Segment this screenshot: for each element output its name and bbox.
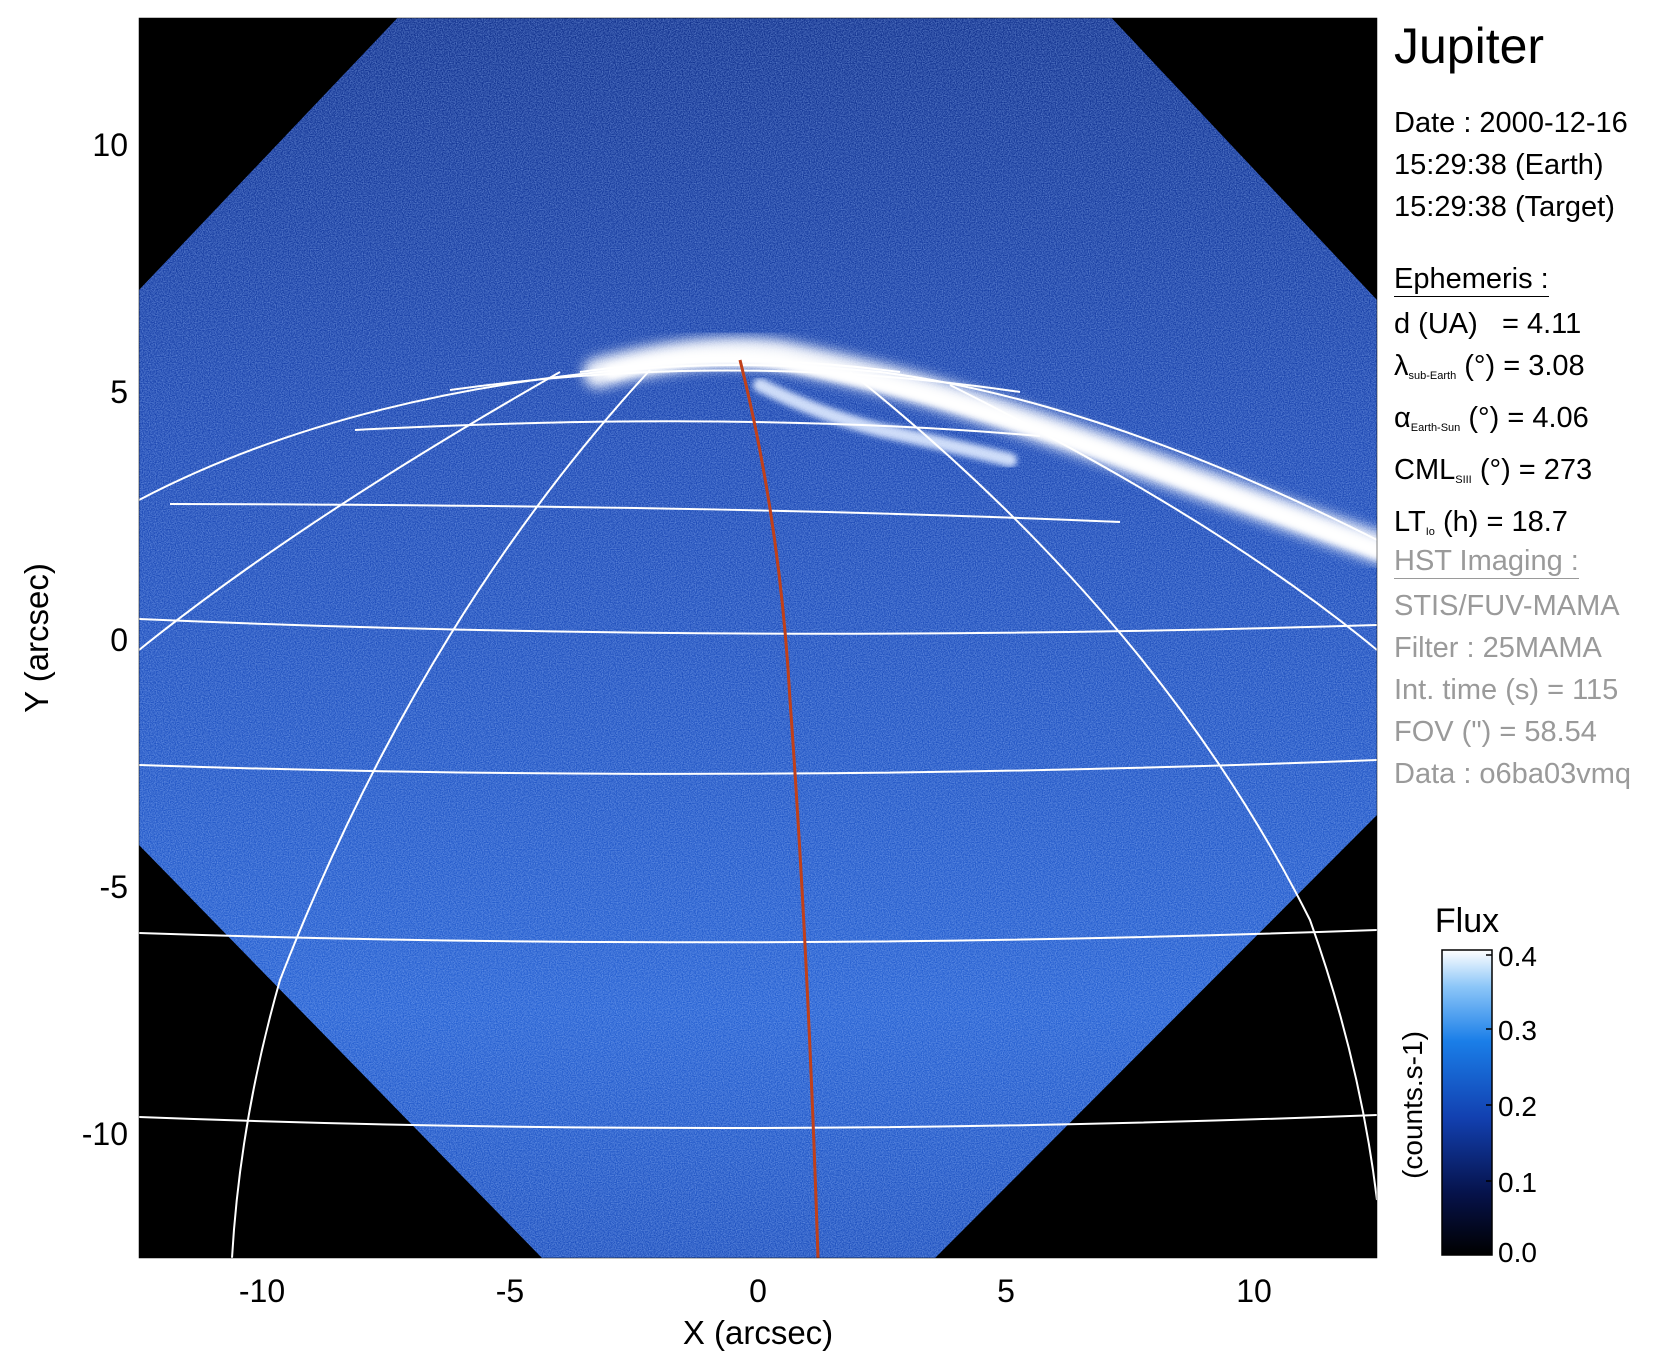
sub-earth-latitude-row: λsub-Earth (°) = 3.08 [1394, 350, 1585, 382]
latitude-line [139, 1114, 1377, 1130]
latitude-line [354, 420, 1041, 437]
longitude-line [849, 371, 1377, 1201]
latitude-line [579, 360, 901, 373]
ephemeris-block: Ephemeris : d (UA) = 4.11 λsub-Earth (°)… [1394, 258, 1592, 553]
colorbar-label: (counts.s-1) [1397, 1031, 1428, 1179]
colorbar-tick-label: 0.2 [1498, 1091, 1537, 1122]
longitude-line [139, 371, 561, 651]
y-tick-label: 5 [110, 374, 128, 410]
x-tick-label: 10 [1236, 1273, 1272, 1309]
date-text: Date : 2000-12-16 [1394, 107, 1628, 139]
colorbar-tick-label: 0.0 [1498, 1237, 1537, 1268]
colorbar-gradient [1441, 949, 1493, 1256]
x-tick-label: -5 [496, 1273, 524, 1309]
longitude-line [231, 369, 651, 1258]
latitude-line [139, 618, 1377, 635]
y-tick-labels: 10 5 0 -5 -10 [82, 127, 128, 1152]
y-tick-label: 10 [92, 127, 128, 163]
io-local-time-row: LTIo (h) = 18.7 [1394, 506, 1568, 538]
hst-block: HST Imaging : STIS/FUV-MAMA Filter : 25M… [1394, 540, 1631, 795]
aurora-emission [583, 337, 1377, 563]
x-axis-label: X (arcsec) [683, 1314, 833, 1351]
date-block: Date : 2000-12-16 15:29:38 (Earth) 15:29… [1394, 102, 1628, 228]
y-axis-label: Y (arcsec) [18, 563, 55, 713]
instrument-text: STIS/FUV-MAMA [1394, 590, 1620, 622]
colorbar-tick-label: 0.4 [1498, 941, 1537, 972]
colorbar-tick-label: 0.1 [1498, 1167, 1537, 1198]
colorbar: Flux 0.4 0.3 0.2 0.1 0.0 (counts.s-1) [1397, 902, 1537, 1268]
longitude-line [949, 384, 1377, 651]
cml-row: CMLSIII (°) = 273 [1394, 454, 1593, 486]
y-tick-label: -5 [100, 869, 128, 905]
latitude-line [169, 503, 1121, 523]
fov-text: FOV (") = 58.54 [1394, 716, 1597, 748]
earth-time-text: 15:29:38 (Earth) [1394, 149, 1604, 181]
hst-heading: HST Imaging : [1394, 545, 1579, 579]
latitude-line [139, 759, 1377, 775]
io-footprint-track [738, 359, 820, 1258]
y-tick-label: -10 [82, 1116, 128, 1152]
colorbar-title: Flux [1435, 902, 1499, 940]
target-title: Jupiter [1394, 18, 1545, 74]
ephemeris-heading: Ephemeris : [1394, 263, 1549, 297]
plot-frame [138, 17, 1378, 1259]
dataset-text: Data : o6ba03vmq [1394, 758, 1631, 790]
x-tick-label: 5 [997, 1273, 1015, 1309]
colorbar-tick-label: 0.3 [1498, 1015, 1537, 1046]
target-time-text: 15:29:38 (Target) [1394, 191, 1615, 223]
y-tick-label: 0 [110, 622, 128, 658]
distance-value: = 4.11 [1501, 308, 1582, 340]
latitude-grid [139, 360, 1377, 1130]
filter-text: Filter : 25MAMA [1394, 632, 1602, 664]
image-panel [139, 18, 1377, 1258]
x-tick-label: 0 [749, 1273, 767, 1309]
phase-angle-row: αEarth-Sun (°) = 4.06 [1394, 402, 1589, 434]
distance-label: d (UA) [1394, 308, 1478, 340]
x-tick-labels: -10 -5 0 5 10 [239, 1273, 1272, 1309]
latitude-line [139, 929, 1377, 944]
limb [139, 364, 1377, 541]
integration-time-text: Int. time (s) = 115 [1394, 674, 1619, 706]
x-tick-label: -10 [239, 1273, 285, 1309]
distance-row: d (UA) = 4.11 [1394, 303, 1592, 345]
longitude-grid [139, 369, 1377, 1258]
